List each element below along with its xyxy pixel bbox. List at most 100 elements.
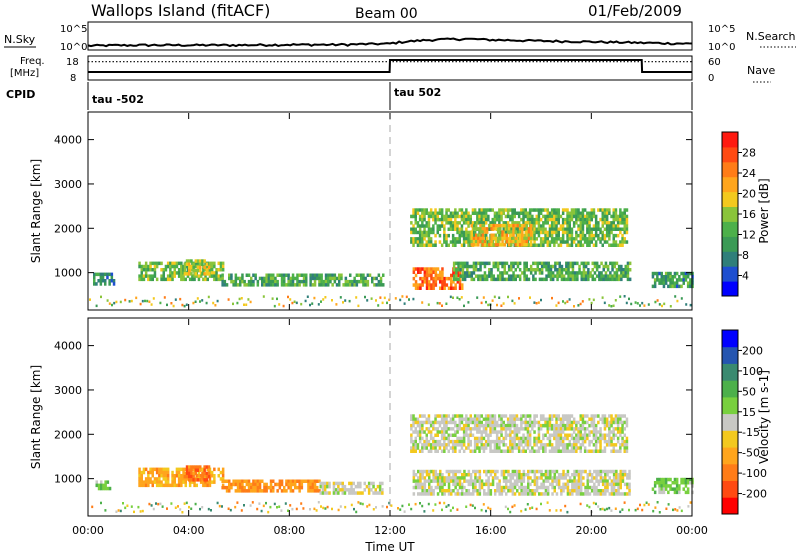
echo-cell [568, 214, 571, 219]
echo-cell [568, 237, 571, 241]
colorbar-swatch [722, 447, 738, 465]
echo-cell [614, 414, 618, 418]
echo-cell [557, 211, 560, 215]
echo-cell [501, 236, 504, 241]
echo-cell [477, 227, 480, 231]
echo-cell [601, 469, 605, 474]
echo-cell [175, 264, 179, 269]
echo-cell [512, 227, 515, 231]
echo-cell [197, 474, 201, 478]
echo-cell [593, 489, 596, 493]
echo-cell [511, 423, 514, 428]
velocity-colorbar-label: Velocity [m s-1] [757, 370, 771, 464]
echo-cell [247, 485, 251, 490]
echo-cell [505, 271, 509, 275]
echo-cell [269, 276, 273, 281]
echo-cell [375, 283, 378, 287]
echo-cell [469, 221, 472, 225]
echo-cell [560, 268, 564, 272]
echo-cell [550, 230, 554, 235]
echo-cell [615, 469, 618, 474]
echo-cell [438, 430, 442, 434]
echo-cell [653, 484, 657, 488]
echo-cell [476, 417, 479, 421]
echo-cell [421, 233, 424, 238]
echo-cell [425, 479, 429, 483]
echo-cell [436, 230, 439, 235]
echo-cell [421, 243, 424, 247]
echo-cell [553, 208, 556, 212]
echo-cell [423, 211, 426, 215]
echo-cell [180, 480, 183, 484]
echo-cell [568, 443, 571, 447]
echo-cell [542, 443, 545, 447]
echo-cell [419, 482, 422, 487]
echo-cell [539, 208, 543, 212]
echo-cell [593, 469, 596, 474]
echo-cell [520, 208, 523, 212]
echo-cell [215, 268, 218, 272]
echo-cell [588, 224, 591, 228]
echo-cell [537, 449, 541, 453]
ground-scatter-cell [207, 507, 210, 511]
echo-cell [539, 414, 543, 418]
echo-cell [182, 271, 185, 275]
echo-cell [581, 417, 585, 421]
echo-cell [418, 214, 422, 219]
echo-cell [625, 224, 629, 228]
ground-scatter-cell [337, 508, 340, 512]
echo-cell [566, 420, 569, 425]
echo-cell [623, 224, 626, 228]
echo-cell [513, 485, 517, 490]
ground-scatter-cell [614, 299, 617, 302]
echo-cell [494, 476, 497, 480]
y-tick-label: 3000 [54, 384, 82, 397]
echo-cell [414, 221, 417, 225]
echo-cell [456, 482, 460, 487]
echo-cell [496, 469, 499, 474]
ground-scatter-cell [359, 502, 362, 505]
echo-cell [521, 271, 524, 275]
ground-scatter-cell [680, 509, 683, 513]
echo-cell [622, 274, 625, 278]
ground-scatter-cell [493, 295, 496, 299]
echo-cell [454, 237, 457, 241]
echo-cell [684, 484, 688, 488]
echo-cell [515, 423, 519, 428]
ground-scatter-cell [674, 508, 677, 511]
echo-cell [289, 276, 293, 281]
echo-cell [333, 273, 337, 277]
ground-scatter-cell [520, 509, 523, 513]
echo-cell [513, 208, 516, 212]
echo-cell [280, 479, 284, 483]
echo-cell [550, 208, 554, 212]
echo-cell [529, 268, 533, 272]
echo-cell [474, 485, 477, 490]
echo-cell [465, 233, 468, 238]
echo-cell [577, 485, 581, 490]
echo-cell [440, 430, 444, 434]
echo-cell [653, 271, 657, 276]
echo-cell [546, 423, 549, 428]
echo-cell [669, 278, 672, 282]
echo-cell [516, 479, 519, 483]
ground-scatter-cell [181, 511, 184, 514]
echo-cell [511, 414, 514, 418]
echo-cell [568, 217, 571, 222]
echo-cell [504, 433, 508, 437]
echo-cell [194, 465, 198, 469]
echo-cell [509, 414, 512, 418]
echo-cell [254, 479, 257, 483]
echo-cell [548, 420, 552, 425]
echo-cell [559, 224, 563, 228]
echo-cell [544, 237, 547, 241]
echo-cell [194, 468, 198, 472]
echo-cell [537, 214, 541, 219]
echo-cell [505, 261, 509, 266]
echo-cell [520, 482, 523, 487]
echo-cell [682, 275, 685, 279]
echo-cell [481, 243, 484, 247]
echo-cell [582, 271, 586, 275]
echo-cell [188, 480, 192, 484]
ground-scatter-cell [309, 508, 311, 511]
